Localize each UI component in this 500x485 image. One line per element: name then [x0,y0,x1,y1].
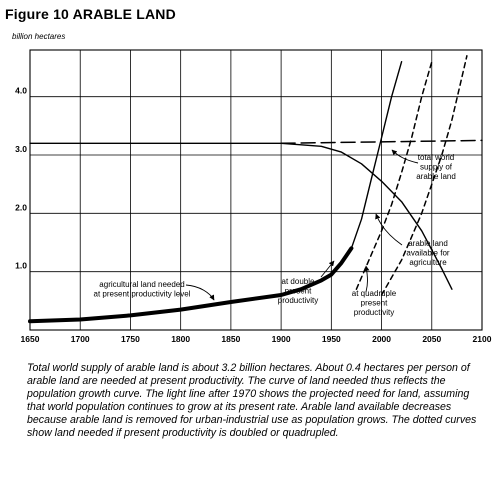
series-projected-need [350,61,403,250]
label-at-double-productivity: at double present productivity [278,277,318,305]
pointer-needed [185,284,215,301]
label-at-quadruple-productivity: at quadruple present productivity [352,289,397,317]
x-tick-label: 2000 [372,334,391,344]
pointer-double [320,260,335,278]
annotations: total world supply of arable land arable la… [94,153,456,317]
arable-land-chart: 1650 1700 1750 1800 1850 1900 1950 2000 2050 2100… [15,49,492,344]
series-arable-land-available [29,142,453,290]
y-tick-label: 3.0 [15,144,27,154]
pointer-total-supply [391,149,419,164]
figure-title: Figure 10 ARABLE LAND [5,6,176,22]
series-lines [28,55,483,324]
x-tick-label: 2100 [473,334,492,344]
figure-caption: Total world supply of arable land is abo… [27,362,477,439]
x-tick-label: 1900 [272,334,291,344]
label-total-world-supply: total world supply of arable land [416,153,456,181]
annotation-pointers [185,149,419,301]
series-agricultural-land-needed [28,246,354,324]
x-tick-label: 1950 [322,334,341,344]
y-axis-unit-label: billion hectares [12,32,66,41]
tick-labels: 1650 1700 1750 1800 1850 1900 1950 2000 2050 2100… [15,86,492,344]
x-tick-label: 1850 [221,334,240,344]
x-tick-label: 2050 [422,334,441,344]
pointer-arable-available [375,213,403,246]
x-tick-label: 1650 [21,334,40,344]
y-tick-label: 4.0 [15,86,27,96]
x-tick-label: 1700 [71,334,90,344]
series-increased-productivity [380,55,468,296]
pointer-quadruple [364,265,370,293]
series-increased-productivity [355,60,433,290]
y-tick-label: 1.0 [15,261,27,271]
label-land-needed-present-productivity: agricultural land needed at present produ… [94,280,191,299]
y-tick-label: 2.0 [15,202,27,212]
plot-frame [29,49,483,331]
x-tick-label: 1800 [171,334,190,344]
series-total-world-supply [280,139,483,145]
label-arable-land-available: arable land available for agriculture [406,239,449,267]
grid [29,49,483,331]
x-tick-label: 1750 [121,334,140,344]
